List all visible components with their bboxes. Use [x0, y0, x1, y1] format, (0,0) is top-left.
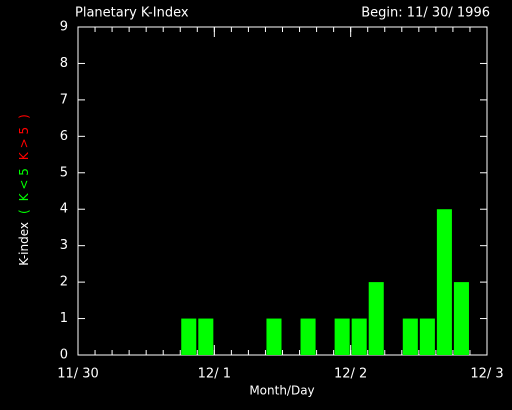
bar [436, 209, 452, 355]
x-axis-label: Month/Day [249, 384, 314, 398]
y-tick-label: 1 [60, 311, 68, 326]
bar [368, 282, 384, 355]
bar [300, 318, 316, 355]
y-label-part: K < 5 [17, 168, 31, 201]
bar [181, 318, 197, 355]
y-axis-label: K-index ( K < 5 K > 5) [17, 114, 31, 266]
y-tick-label: 4 [60, 202, 68, 217]
y-label-part: ) [17, 114, 31, 119]
y-label-part: ( [17, 209, 31, 214]
x-tick-label: 12/ 2 [334, 367, 367, 382]
y-label-part: K-index [17, 222, 31, 266]
y-tick-label: 5 [60, 165, 68, 180]
bar [402, 318, 418, 355]
bar [453, 282, 469, 355]
chart-subtitle: Begin: 11/ 30/ 1996 [361, 6, 490, 21]
bar [419, 318, 435, 355]
bar [198, 318, 214, 355]
bar [351, 318, 367, 355]
bar [266, 318, 282, 355]
y-tick-label: 0 [60, 348, 68, 363]
y-tick-label: 7 [60, 92, 68, 107]
y-tick-label: 9 [60, 20, 68, 35]
y-label-part: K > 5 [17, 127, 31, 160]
y-tick-label: 6 [60, 129, 68, 144]
y-tick-label: 3 [60, 238, 68, 253]
plot-frame [77, 26, 488, 356]
y-tick-label: 2 [60, 275, 68, 290]
x-tick-label: 11/ 30 [57, 367, 99, 382]
bar [334, 318, 350, 355]
y-tick-label: 8 [60, 56, 68, 71]
x-tick-label: 12/ 3 [470, 367, 503, 382]
x-tick-label: 12/ 1 [198, 367, 231, 382]
chart-title: Planetary K-Index [75, 6, 189, 21]
